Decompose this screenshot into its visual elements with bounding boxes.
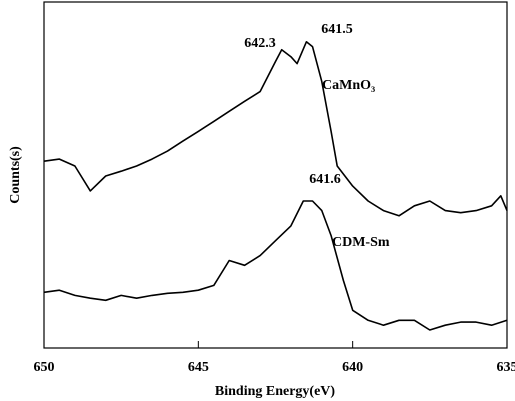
series-label: CaMnO₃ [322, 78, 375, 93]
plot-frame [43, 1, 508, 349]
series-label: CDM-Sm [332, 235, 390, 250]
annotation: 641.6 [309, 172, 341, 187]
y-axis-label: Counts(s) [8, 146, 23, 204]
annotation: 641.5 [321, 22, 353, 37]
x-tick-label: 650 [34, 360, 55, 375]
line [43, 200, 508, 331]
x-tick-label: 645 [188, 360, 209, 375]
line [43, 41, 508, 217]
x-axis-label: Binding Energy(eV) [215, 384, 336, 399]
x-tick-label: 640 [342, 360, 363, 375]
x-tick-label: 635 [497, 360, 515, 375]
annotation: 642.3 [244, 36, 276, 51]
